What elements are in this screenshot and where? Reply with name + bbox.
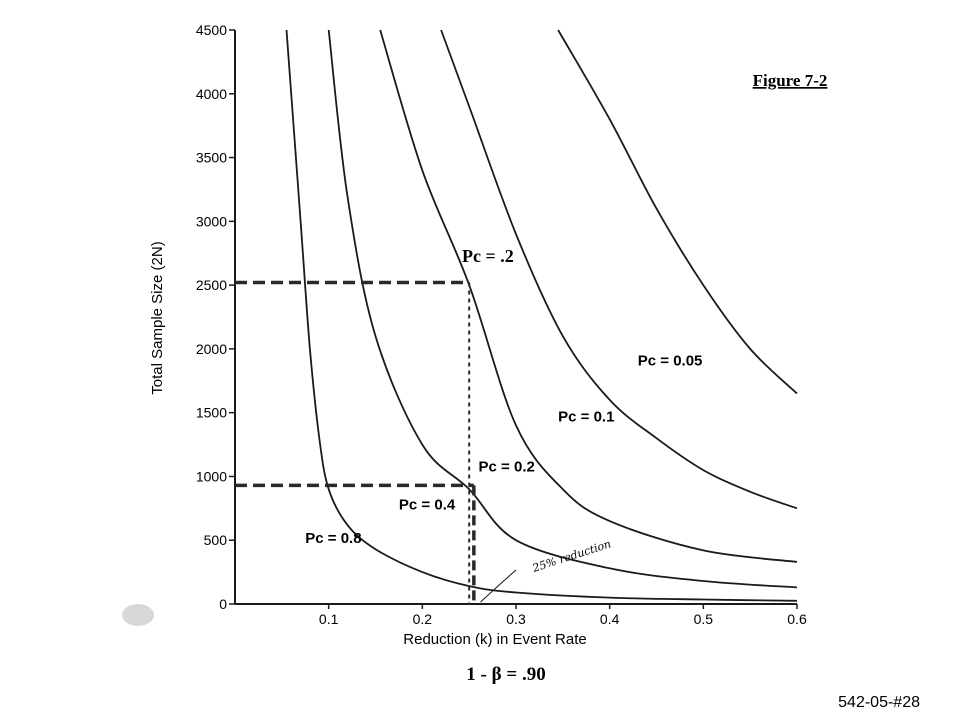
y-tick-label: 2500: [196, 277, 227, 293]
series-line: [557, 29, 798, 395]
x-tick-label: 0.1: [319, 611, 339, 627]
y-tick-label: 500: [204, 532, 228, 548]
pc-header-label: Pc = .2: [462, 246, 514, 266]
x-axis-label: Reduction (k) in Event Rate: [403, 631, 586, 648]
curve-label: Pc = 0.05: [638, 352, 703, 369]
x-tick-label: 0.5: [694, 611, 714, 627]
y-tick-label: 1500: [196, 405, 227, 421]
curve-label: Pc = 0.8: [305, 530, 361, 547]
reduction-note: 25% reduction: [530, 537, 613, 575]
y-tick-label: 4500: [196, 22, 227, 38]
slide-code: 542-05-#28: [838, 694, 920, 711]
y-tick-label: 0: [219, 596, 227, 612]
series-line: [440, 29, 798, 510]
series-line: [327, 29, 798, 589]
chart-subtitle: 1 - β = .90: [466, 664, 545, 685]
series-line: [285, 29, 798, 602]
x-tick-label: 0.4: [600, 611, 620, 627]
x-tick-label: 0.3: [506, 611, 526, 627]
binder-hole: [122, 604, 154, 626]
curve-label: Pc = 0.2: [479, 458, 535, 475]
y-tick-label: 4000: [196, 86, 227, 102]
x-tick-label: 0.6: [787, 611, 807, 627]
y-tick-label: 3500: [196, 150, 227, 166]
y-tick-label: 2000: [196, 341, 227, 357]
note-arrow: [480, 569, 517, 603]
y-tick-label: 1000: [196, 468, 227, 484]
chart-title: Figure 7-2: [753, 71, 828, 90]
y-axis-label: Total Sample Size (2N): [149, 241, 166, 394]
curve-label: Pc = 0.4: [399, 497, 456, 514]
plot-area: 0 500 1000 1500 2000 2500 3000 3500 4000 4500 0.1 0…: [196, 22, 807, 627]
curve-label: Pc = 0.1: [558, 409, 614, 426]
series-line: [379, 29, 798, 563]
y-tick-label: 3000: [196, 213, 227, 229]
x-tick-label: 0.2: [413, 611, 433, 627]
